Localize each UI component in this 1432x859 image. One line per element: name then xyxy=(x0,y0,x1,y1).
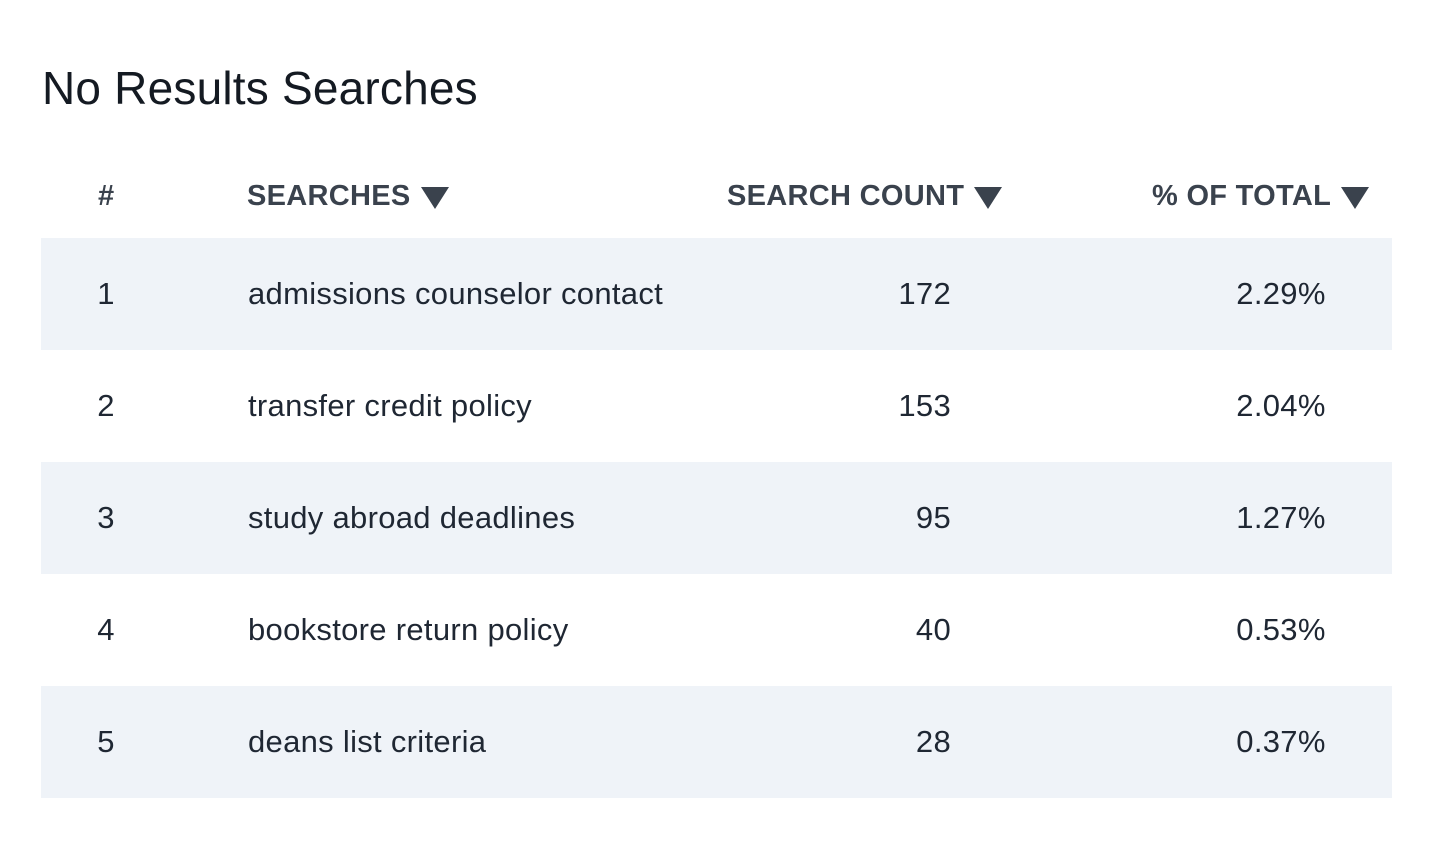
row-search-term: deans list criteria xyxy=(248,724,487,759)
column-header-rank: # xyxy=(98,176,114,216)
row-percent-of-total: 0.37% xyxy=(1236,724,1326,759)
column-header-searches[interactable]: SEARCHES xyxy=(247,176,449,216)
row-search-term: admissions counselor contact xyxy=(248,276,664,311)
row-percent-of-total: 0.53% xyxy=(1236,612,1326,647)
row-rank: 4 xyxy=(97,612,115,647)
column-header-search-count[interactable]: SEARCH COUNT xyxy=(727,176,1003,216)
panel-title: No Results Searches xyxy=(42,62,478,114)
table-row: 3 study abroad deadlines 95 1.27% xyxy=(41,462,1392,574)
row-search-count: 40 xyxy=(915,612,951,647)
column-header-searches-label[interactable]: SEARCHES xyxy=(247,180,411,212)
table-row: 4 bookstore return policy 40 0.53% xyxy=(41,574,1392,686)
column-header-percent-of-total[interactable]: % OF TOTAL xyxy=(1152,176,1370,216)
row-rank: 1 xyxy=(97,276,115,311)
row-search-term: study abroad deadlines xyxy=(248,500,576,535)
table-row: 1 admissions counselor contact 172 2.29% xyxy=(41,238,1392,350)
column-header-percent-label[interactable]: % OF TOTAL xyxy=(1152,180,1332,212)
row-percent-of-total: 1.27% xyxy=(1236,500,1326,535)
table-row: 2 transfer credit policy 153 2.04% xyxy=(41,350,1392,462)
row-rank: 5 xyxy=(97,724,115,759)
row-percent-of-total: 2.04% xyxy=(1236,388,1326,423)
no-results-table: # SEARCHES SEARCH COUNT % OF TOTAL 1 adm… xyxy=(41,150,1392,798)
sort-percent-caret-down-icon[interactable] xyxy=(1341,187,1370,209)
row-search-term: transfer credit policy xyxy=(248,388,532,423)
row-search-count: 153 xyxy=(898,388,951,423)
column-header-rank-label: # xyxy=(98,180,115,212)
row-rank: 3 xyxy=(97,500,115,535)
column-header-search-count-label[interactable]: SEARCH COUNT xyxy=(727,180,965,212)
row-rank: 2 xyxy=(97,388,115,423)
table-header-row: # SEARCHES SEARCH COUNT % OF TOTAL xyxy=(41,150,1392,238)
sort-count-caret-down-icon[interactable] xyxy=(974,187,1003,209)
row-percent-of-total: 2.29% xyxy=(1236,276,1326,311)
row-search-count: 172 xyxy=(898,276,951,311)
row-search-term: bookstore return policy xyxy=(248,612,569,647)
row-search-count: 28 xyxy=(915,724,951,759)
sort-searches-caret-down-icon[interactable] xyxy=(420,187,449,209)
table-row: 5 deans list criteria 28 0.37% xyxy=(41,686,1392,798)
row-search-count: 95 xyxy=(915,500,951,535)
